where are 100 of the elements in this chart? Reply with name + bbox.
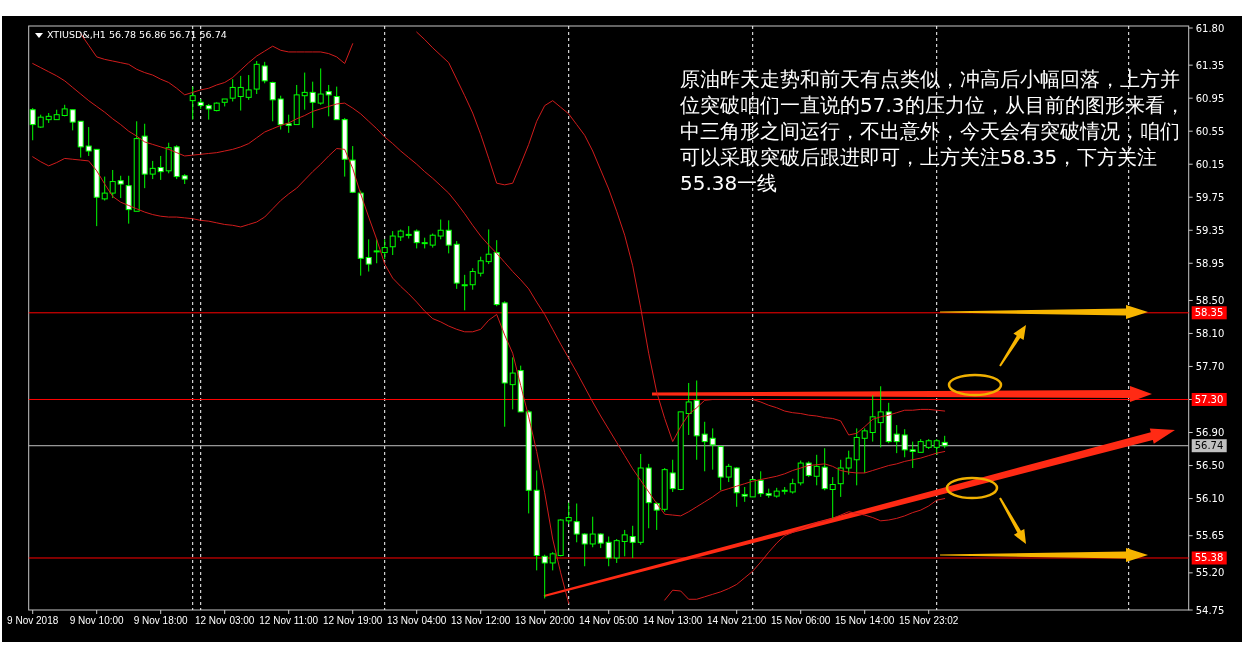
candlestick (821, 447, 828, 491)
x-tick-label: 9 Nov 18:00 (133, 615, 189, 626)
candlestick (437, 219, 444, 240)
candlestick (861, 427, 868, 474)
x-tick-label: 14 Nov 13:00 (642, 615, 703, 626)
candlestick (541, 554, 548, 599)
candlestick (125, 175, 132, 225)
ref-line-label: 57.30 (1194, 393, 1224, 405)
candlestick (877, 385, 884, 448)
candlestick (701, 421, 708, 472)
candlestick (837, 459, 844, 498)
candlestick (245, 74, 252, 101)
candlestick (381, 238, 388, 260)
y-tick-label: 59.35 (1195, 224, 1225, 236)
x-tick-label: 13 Nov 04:00 (386, 615, 447, 626)
candlestick (509, 356, 516, 410)
candlestick (549, 551, 556, 571)
candlestick (405, 225, 412, 240)
y-tick-label: 54.75 (1195, 604, 1225, 616)
candlestick (269, 81, 276, 122)
x-tick-label: 12 Nov 11:00 (259, 615, 319, 626)
y-tick-label: 56.10 (1195, 493, 1225, 505)
candlestick (229, 78, 236, 102)
candlestick (485, 228, 492, 265)
candlestick (261, 61, 268, 84)
ref-line-label: 55.38 (1194, 552, 1224, 564)
candlestick (901, 428, 908, 458)
ref-line-label: 56.74 (1194, 440, 1224, 452)
y-tick-label: 60.55 (1195, 125, 1225, 137)
candlestick (413, 228, 420, 249)
candlestick (909, 441, 916, 469)
y-tick-label: 57.70 (1195, 360, 1225, 372)
x-tick-label: 13 Nov 12:00 (450, 615, 511, 626)
x-tick-label: 13 Nov 20:00 (514, 615, 575, 626)
candlestick (301, 72, 308, 111)
y-tick-label: 55.20 (1195, 567, 1225, 579)
candlestick (589, 516, 596, 548)
y-tick-label: 59.75 (1195, 191, 1225, 203)
y-tick-label: 56.90 (1195, 427, 1225, 439)
y-tick-label: 55.65 (1195, 530, 1225, 542)
candlestick (69, 109, 76, 131)
candlestick (157, 155, 164, 181)
candlestick (373, 238, 380, 264)
candlestick (317, 67, 324, 106)
x-tick-label: 14 Nov 21:00 (706, 615, 767, 626)
candlestick (725, 463, 732, 483)
candlestick (829, 476, 836, 520)
candlestick (757, 470, 764, 498)
candlestick (309, 81, 316, 129)
y-tick-label: 61.80 (1195, 22, 1225, 34)
x-tick-label: 12 Nov 03:00 (194, 615, 255, 626)
candlestick (477, 256, 484, 277)
chart-title: XTIUSD&,H1 56.78 56.86 56.71 56.74 (47, 29, 227, 40)
x-tick-label: 15 Nov 14:00 (834, 615, 895, 626)
candlestick (869, 394, 876, 443)
candlestick (237, 75, 244, 112)
candlestick (613, 538, 620, 564)
candlestick (333, 86, 340, 121)
candlestick (629, 525, 636, 559)
candlestick (685, 382, 692, 436)
candlestick (149, 160, 156, 180)
candlestick (325, 84, 332, 117)
candlestick (29, 107, 36, 141)
candlestick (389, 230, 396, 256)
candlestick (581, 532, 588, 567)
candlestick (189, 86, 196, 121)
y-tick-label: 58.10 (1195, 327, 1225, 339)
candlestick (101, 176, 108, 202)
x-tick-label: 15 Nov 06:00 (770, 615, 831, 626)
candlestick (461, 274, 468, 311)
x-tick-label: 15 Nov 23:02 (898, 615, 959, 626)
candlestick (813, 454, 820, 486)
candlestick (797, 460, 804, 486)
y-tick-label: 60.95 (1195, 92, 1225, 104)
candlestick (117, 175, 124, 199)
candlestick (285, 114, 292, 134)
candlestick (573, 503, 580, 543)
candlestick (621, 529, 628, 557)
ref-line-label: 58.35 (1194, 307, 1224, 319)
candlestick (605, 536, 612, 567)
candlestick (845, 450, 852, 476)
candlestick (565, 502, 572, 525)
candlestick (445, 219, 452, 254)
y-tick-label: 56.50 (1195, 460, 1225, 472)
x-tick-label: 12 Nov 19:00 (322, 615, 383, 626)
candlestick (893, 424, 900, 454)
candlestick (85, 126, 92, 157)
y-tick-label: 60.15 (1195, 158, 1225, 170)
candlestick (165, 142, 172, 174)
candlestick (709, 427, 716, 471)
y-tick-label: 58.95 (1195, 257, 1225, 269)
candlestick (109, 169, 116, 199)
x-tick-label: 9 Nov 10:00 (69, 615, 125, 626)
candlestick (853, 427, 860, 486)
y-tick-label: 58.50 (1195, 294, 1225, 306)
x-tick-label: 9 Nov 2018 (7, 615, 59, 626)
x-tick-label: 14 Nov 05:00 (578, 615, 639, 626)
candlestick (365, 238, 372, 273)
y-tick-label: 61.35 (1195, 59, 1225, 71)
candlestick (669, 459, 676, 493)
